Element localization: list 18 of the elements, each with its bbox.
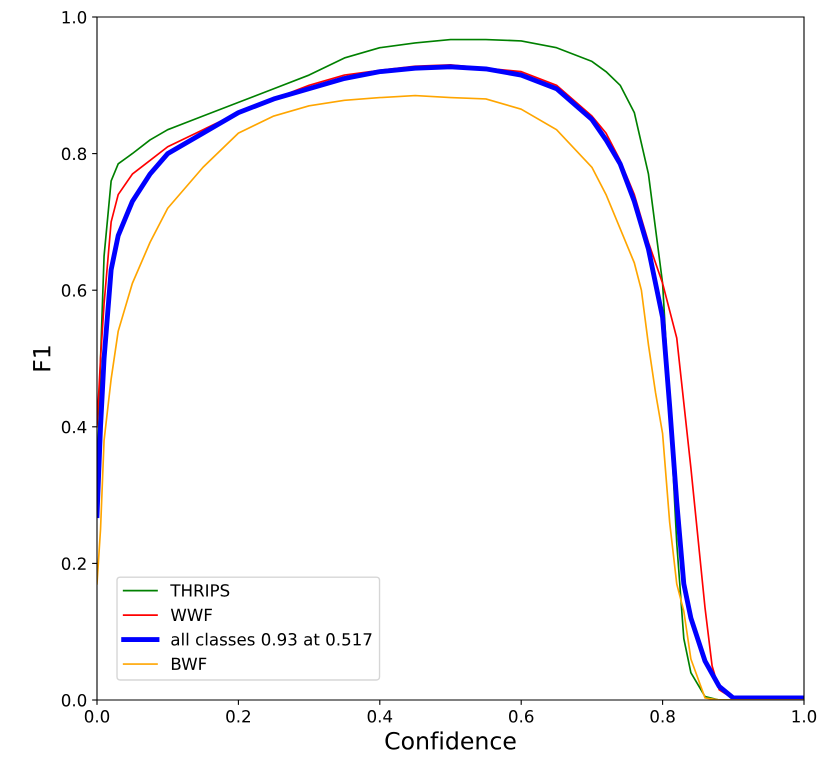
y-tick-label: 0.4 xyxy=(62,420,86,434)
y-axis-title: F1 xyxy=(33,346,50,370)
x-tick-label: 0.8 xyxy=(650,710,675,723)
x-tick-label: 1.0 xyxy=(792,710,816,723)
y-tick-label: 0.2 xyxy=(62,557,86,570)
legend-label: all classes 0.93 at 0.517 xyxy=(171,632,372,646)
y-tick-label: 1.0 xyxy=(62,10,86,24)
x-tick-label: 0.2 xyxy=(226,710,250,723)
x-tick-label: 0.6 xyxy=(509,710,534,723)
legend-label: WWF xyxy=(170,608,212,621)
legend-label: BWF xyxy=(172,658,206,670)
x-tick-label: 0.4 xyxy=(368,710,392,723)
x-axis-title: Confidence xyxy=(385,731,516,750)
legend-label: THRIPS xyxy=(170,584,230,597)
y-tick-label: 0.6 xyxy=(62,284,86,297)
x-tick-label: 0.0 xyxy=(84,710,110,723)
y-tick-label: 0.0 xyxy=(62,694,86,707)
y-tick-label: 0.8 xyxy=(62,148,86,160)
